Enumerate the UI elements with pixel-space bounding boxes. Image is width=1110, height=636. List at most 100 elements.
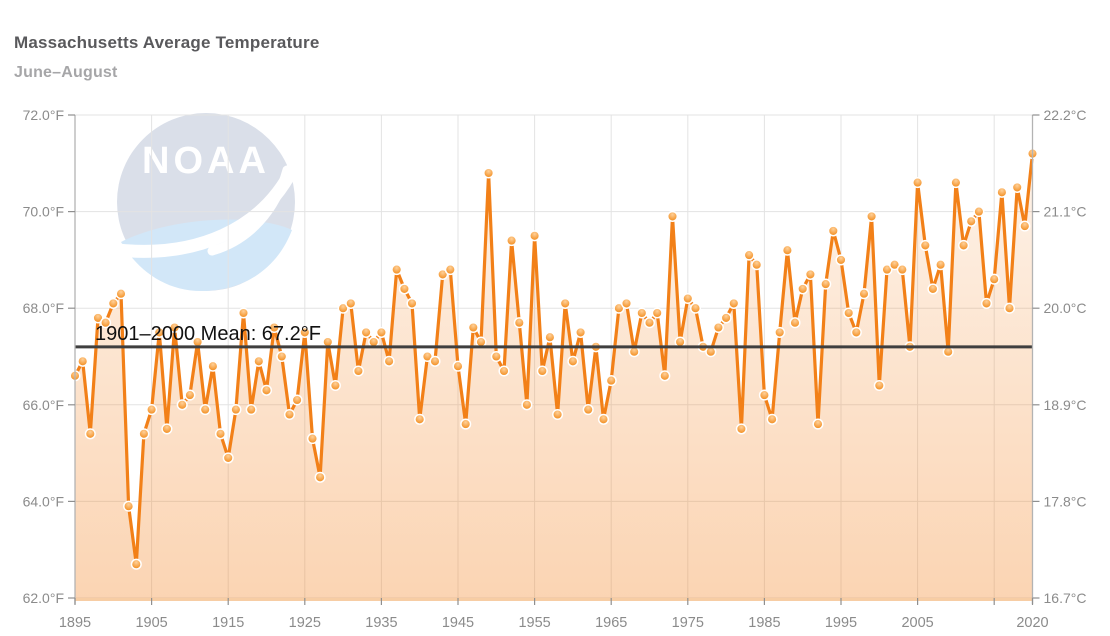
x-tick-label: 1975 [672, 615, 704, 631]
chart-subtitle: June–August [14, 64, 118, 81]
data-point [781, 244, 793, 256]
data-point [1011, 181, 1023, 193]
data-point [789, 317, 801, 329]
mean-line-label: 1901–2000 Mean: 67.2°F [95, 323, 321, 345]
y-tick-label-left: 66.0°F [23, 397, 64, 413]
data-point [843, 307, 855, 319]
data-point [437, 268, 449, 280]
x-tick-label: 2005 [901, 615, 933, 631]
data-point [107, 297, 119, 309]
data-point [881, 264, 893, 276]
data-point [306, 433, 319, 445]
data-point [398, 283, 410, 295]
data-point [199, 404, 211, 416]
data-point [314, 471, 326, 483]
data-point [123, 500, 135, 512]
data-point [575, 326, 587, 338]
data-point [77, 355, 89, 367]
data-point [521, 399, 533, 411]
y-tick-label-left: 72.0°F [23, 107, 64, 123]
data-point [138, 428, 150, 440]
data-point [214, 428, 227, 440]
data-point [406, 297, 418, 309]
noaa-logo-watermark: NOAA [111, 113, 300, 291]
y-tick-label-left: 64.0°F [23, 493, 64, 509]
data-point [352, 365, 364, 377]
data-point [912, 177, 924, 189]
y-axes: 72.0°F 22.2°C 70.0°F 21.1°C 68.0°F 20.0°C 66.0… [23, 107, 1087, 606]
y-tick-label-right: 21.1°C [1044, 204, 1087, 220]
data-point [1019, 220, 1031, 232]
data-point [452, 360, 464, 372]
data-point [276, 350, 288, 363]
data-point [935, 259, 947, 271]
noaa-logo-gull-wing-icon [207, 165, 292, 256]
data-point [712, 321, 724, 334]
data-point [973, 206, 985, 218]
data-point [613, 302, 625, 314]
data-point [161, 423, 173, 435]
y-tick-label-right: 18.9°C [1044, 397, 1087, 413]
x-tick-label: 1925 [289, 615, 321, 631]
data-point [329, 379, 341, 392]
data-point [552, 408, 564, 421]
x-tick-label: 1985 [748, 615, 780, 631]
x-tick-label: 1895 [59, 615, 91, 631]
data-point [720, 312, 732, 324]
x-tick-label: 1995 [825, 615, 857, 631]
data-point [919, 239, 931, 251]
data-point [567, 355, 579, 367]
data-point [858, 288, 870, 300]
data-point [245, 404, 257, 416]
data-point [636, 307, 648, 319]
data-point [996, 186, 1008, 198]
y-tick-label-left: 68.0°F [23, 300, 64, 316]
data-point [153, 326, 165, 338]
data-point [529, 230, 541, 242]
data-point [391, 264, 403, 276]
y-tick-label-right: 17.8°C [1044, 493, 1087, 509]
data-point [820, 278, 832, 290]
data-point [222, 452, 234, 464]
data-point [253, 355, 265, 367]
data-point [559, 297, 571, 309]
x-tick-label: 2020 [1016, 615, 1048, 631]
x-tick-label: 1915 [212, 615, 244, 631]
x-axis-line [75, 598, 1033, 601]
data-point [682, 292, 694, 305]
noaa-logo-wave [121, 219, 292, 291]
data-point [92, 312, 104, 324]
y-tick-label-right: 20.0°C [1044, 300, 1087, 316]
data-point [291, 394, 303, 406]
data-point [758, 389, 770, 401]
data-point [728, 297, 740, 309]
x-tick-label: 1935 [365, 615, 397, 631]
data-point [360, 326, 372, 338]
data-point [965, 215, 977, 227]
data-point [260, 384, 273, 396]
data-point [176, 399, 188, 411]
data-point [536, 365, 548, 377]
data-point [827, 225, 839, 237]
data-point [666, 210, 679, 222]
data-point [980, 297, 993, 309]
data-point [100, 317, 112, 329]
data-point [283, 408, 296, 421]
data-point [383, 355, 395, 367]
data-point [230, 404, 242, 416]
data-point [597, 413, 610, 425]
series-line [73, 152, 1035, 566]
data-point [735, 423, 747, 435]
data-point [582, 404, 594, 416]
x-tick-label: 1965 [595, 615, 627, 631]
series-area [75, 153, 1033, 598]
data-point [1003, 302, 1016, 314]
data-point [375, 326, 387, 338]
noaa-logo-text: NOAA [142, 140, 270, 182]
data-point [84, 428, 96, 440]
data-point [643, 317, 656, 329]
data-point [866, 210, 878, 222]
data-point [268, 321, 280, 334]
